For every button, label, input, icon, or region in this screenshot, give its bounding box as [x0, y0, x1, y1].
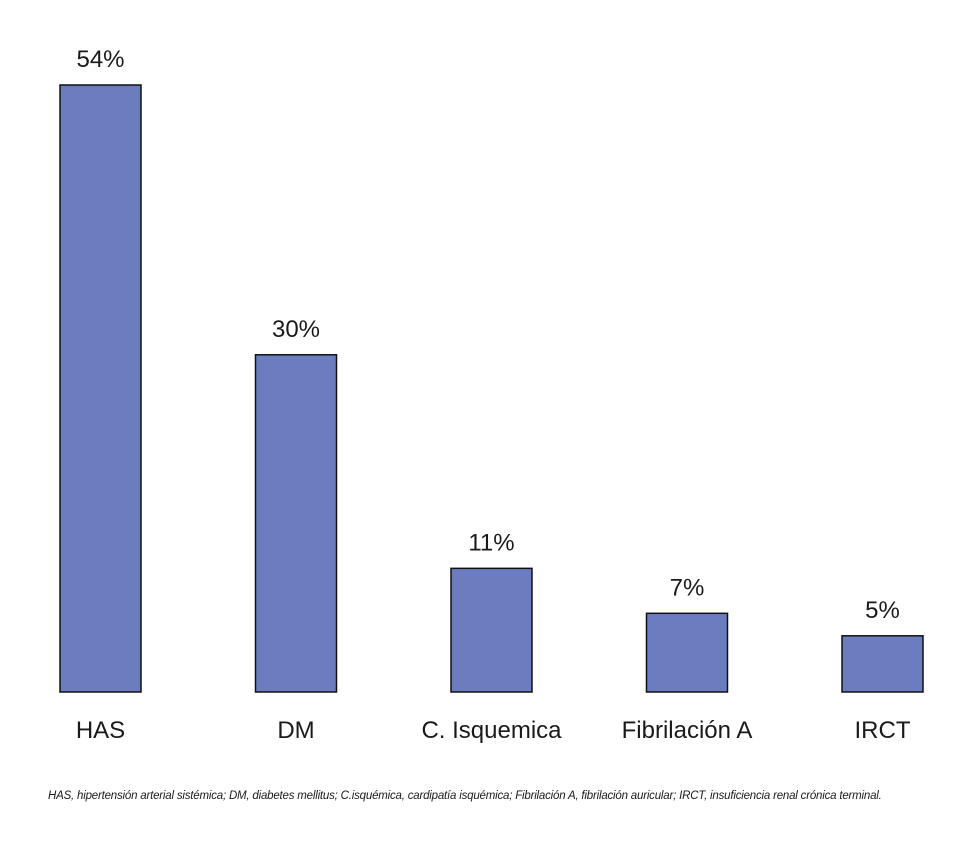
category-label: DM — [277, 717, 314, 744]
data-label: 30% — [272, 316, 320, 343]
bar-irct — [841, 635, 924, 693]
chart-footnote: HAS, hipertensión arterial sistémica; DM… — [48, 790, 882, 802]
bar-fibrilación-a — [645, 612, 729, 693]
bar-dm — [254, 354, 338, 693]
data-label: 5% — [865, 597, 900, 624]
bar-has — [59, 84, 142, 693]
category-label: IRCT — [855, 717, 911, 744]
category-label: HAS — [76, 717, 125, 744]
bar-chart: 54% HAS 30% DM 11% C. Isquemica 7% Fibrilación … — [59, 46, 924, 744]
category-label: Fibrilación A — [622, 717, 753, 744]
bar-c-isquemica — [450, 567, 533, 693]
category-label: C. Isquemica — [421, 717, 562, 744]
data-label: 54% — [76, 46, 124, 73]
data-label: 11% — [468, 529, 514, 556]
data-label: 7% — [670, 574, 705, 601]
